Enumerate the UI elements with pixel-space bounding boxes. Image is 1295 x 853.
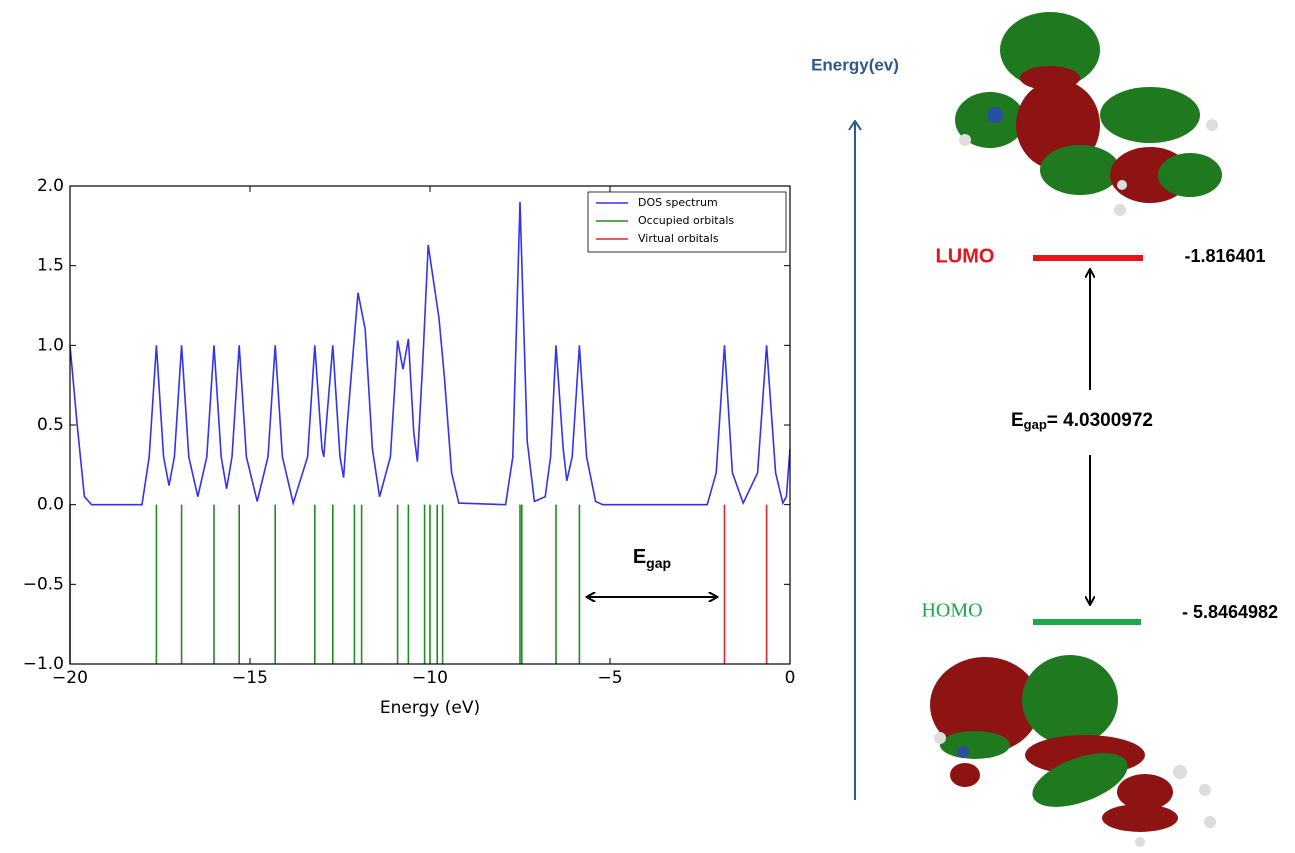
y-tick-label: −0.5 [23, 574, 64, 594]
energy-axis-label: Energy(ev) [811, 55, 899, 74]
x-tick-label: −15 [232, 668, 268, 688]
y-tick-label: 0.0 [37, 495, 64, 515]
gap-rest: = 4.0300972 [1047, 410, 1153, 431]
x-axis-label: Energy (eV) [380, 698, 480, 718]
y-tick-label: 2.0 [37, 176, 64, 196]
legend-label: Virtual orbitals [638, 232, 719, 245]
gap-annotation: Egap [633, 546, 671, 570]
gap-label: Egap= 4.0300972 [1011, 410, 1153, 432]
lumo-orbital [955, 12, 1222, 216]
gap-sub: gap [646, 555, 671, 571]
x-tick-label: −10 [412, 668, 448, 688]
figure: −20−15−10−50−1.0−0.50.00.51.01.52.0Energ… [0, 0, 1295, 853]
lumo-value: -1.816401 [1184, 246, 1265, 266]
y-tick-label: 0.5 [37, 415, 64, 435]
homo-label: HOMO [921, 600, 982, 622]
y-tick-label: 1.5 [37, 256, 64, 276]
energy-diagram: Energy(ev) LUMO -1.816401 HOMO - 5.84649… [811, 12, 1278, 847]
homo-value: - 5.8464982 [1182, 602, 1278, 622]
homo-orbital [930, 655, 1216, 847]
gap-sub: gap [1024, 417, 1047, 432]
x-tick-label: −5 [597, 668, 622, 688]
y-tick-label: 1.0 [37, 335, 64, 355]
legend-label: Occupied orbitals [638, 214, 734, 227]
gap-main: E [1011, 410, 1024, 431]
gap-main: E [633, 546, 646, 568]
x-tick-label: 0 [785, 668, 796, 688]
y-tick-label: −1.0 [23, 654, 64, 674]
legend-label: DOS spectrum [638, 196, 718, 209]
lumo-label: LUMO [936, 245, 995, 267]
